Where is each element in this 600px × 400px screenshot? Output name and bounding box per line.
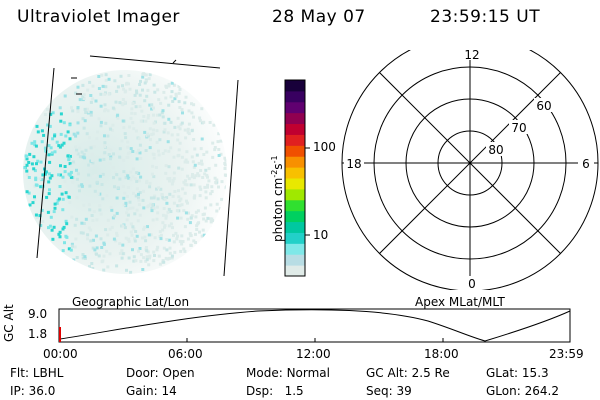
seq-info: Seq: 39 — [366, 384, 412, 398]
x-tick-label-1800: 18:00 — [424, 347, 459, 361]
mlt-label-12: 12 — [464, 50, 479, 62]
alt-ymax-label: 9.0 — [28, 307, 48, 321]
colorbar-segment — [285, 232, 305, 244]
date-label: 28 May 07 — [272, 7, 366, 27]
grid-boundary-line — [36, 67, 55, 259]
colorbar-segment — [285, 112, 305, 125]
colorbar-segment — [285, 145, 305, 157]
colorbar-segment — [285, 101, 305, 114]
x-tick-label-1200: 12:00 — [296, 347, 331, 361]
colorbar-segment — [285, 90, 305, 103]
filter-label: Flt: — [10, 366, 29, 380]
seq-value: 39 — [396, 384, 412, 398]
unit-text: s — [271, 163, 285, 170]
colorbar-segment — [285, 210, 305, 223]
glon-value: 264.2 — [524, 384, 559, 398]
door-value: Open — [162, 366, 195, 380]
x-tick-label-0600: 06:00 — [168, 347, 203, 361]
colorbar-segment — [285, 243, 305, 255]
lat-label-80: 80 — [488, 143, 503, 157]
colorbar-segment — [285, 134, 305, 146]
glat-value: 15.3 — [521, 366, 549, 380]
colorbar-segment — [285, 265, 305, 277]
gain-info: Gain: 14 — [126, 384, 177, 398]
mlt-label-18: 18 — [346, 157, 361, 171]
ip-info: IP: 36.0 — [10, 384, 55, 398]
colorbar-segment — [285, 188, 305, 201]
grid-boundary-line — [89, 55, 221, 69]
altitude-curve — [59, 309, 571, 342]
glon-info: GLon: 264.2 — [486, 384, 559, 398]
glon-label: GLon: — [486, 384, 521, 398]
alt-axis-label: GC Alt — [2, 304, 16, 342]
geographic-image-panel — [23, 55, 239, 277]
seq-label: Seq: — [366, 384, 393, 398]
colorbar-segment — [285, 123, 305, 135]
colorbar-segment — [285, 254, 305, 266]
aurora-emission — [23, 72, 227, 274]
altitude-timeline — [58, 308, 571, 343]
colorbar-segment — [285, 80, 305, 92]
app-title: Ultraviolet Imager — [17, 7, 180, 27]
mode-value: Normal — [286, 366, 330, 380]
colorbar-segment — [285, 199, 305, 212]
gc-alt-value: 2.5 Re — [411, 366, 450, 380]
lat-label-60: 60 — [536, 99, 551, 113]
colorbar-segment — [285, 167, 305, 179]
colorbar-segment — [285, 178, 305, 190]
unit-exponent: -2 — [270, 169, 279, 178]
dsp-info: Dsp: 1.5 — [246, 384, 304, 398]
geographic-panel-label: Geographic Lat/Lon — [72, 295, 190, 309]
filter-value: LBHL — [32, 366, 64, 380]
colorbar-tick-10: 10 — [313, 228, 329, 242]
polar-diagonal — [379, 72, 561, 254]
gain-value: 14 — [161, 384, 177, 398]
time-label: 23:59:15 UT — [430, 7, 541, 27]
filter-info: Flt: LBHL — [10, 366, 63, 380]
glat-label: GLat: — [486, 366, 519, 380]
ip-label: IP: — [10, 384, 25, 398]
mlt-label-0: 0 — [468, 277, 476, 290]
dsp-value: 1.5 — [284, 384, 304, 398]
colorbar-segment — [285, 156, 305, 168]
polar-plot: 12 18 6 0 60 70 80 — [341, 50, 599, 290]
x-tick-label-2359: 23:59 — [549, 347, 584, 361]
mode-info: Mode: Normal — [246, 366, 330, 380]
colorbar-tick-100: 100 — [313, 140, 336, 154]
unit-exponent: -1 — [270, 155, 279, 164]
grid-tick — [172, 59, 177, 64]
glat-info: GLat: 15.3 — [486, 366, 549, 380]
apex-panel-label: Apex MLat/MLT — [415, 295, 505, 309]
gc-alt-info: GC Alt: 2.5 Re — [366, 366, 450, 380]
colorbar — [284, 79, 310, 277]
x-tick-label-0000: 00:00 — [43, 347, 78, 361]
alt-ymin-label: 1.8 — [28, 327, 48, 341]
colorbar-segment — [285, 221, 305, 233]
mlt-label-6: 6 — [582, 157, 590, 171]
ip-value: 36.0 — [28, 384, 56, 398]
mode-label: Mode: — [246, 366, 283, 380]
gc-alt-label: GC Alt: — [366, 366, 408, 380]
door-info: Door: Open — [126, 366, 195, 380]
door-label: Door: — [126, 366, 159, 380]
dsp-label: Dsp: — [246, 384, 274, 398]
unit-text: photon cm — [271, 177, 285, 242]
grid-boundary-line — [223, 79, 239, 277]
lat-label-70: 70 — [511, 121, 526, 135]
colorbar-unit-label: photon cm-2s-1 — [270, 155, 285, 242]
gain-label: Gain: — [126, 384, 158, 398]
